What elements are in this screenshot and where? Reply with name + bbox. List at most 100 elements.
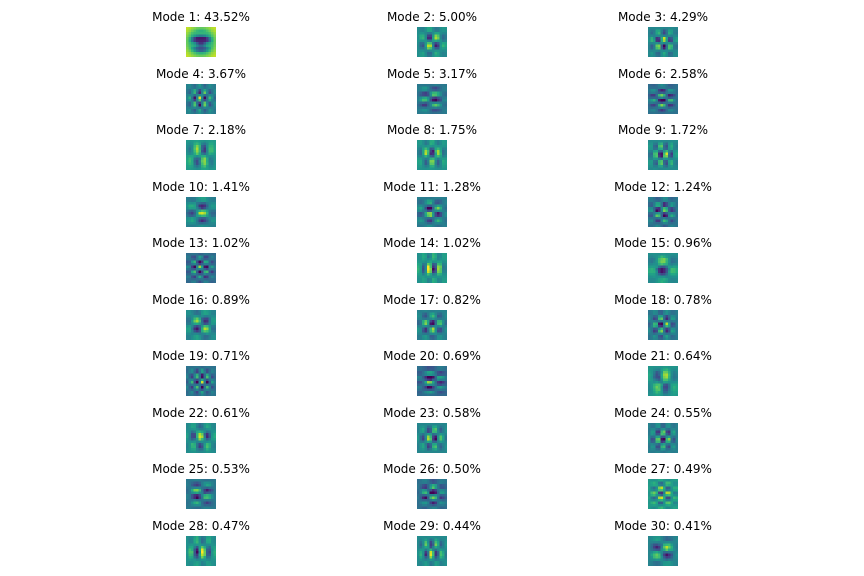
mode-pixel	[206, 199, 209, 202]
mode-pixel	[422, 83, 425, 87]
mode-pixel	[673, 442, 676, 446]
mode-pixel	[673, 378, 676, 382]
mode-pixel	[670, 39, 674, 43]
mode-pixel	[675, 558, 678, 561]
mode-pixel	[432, 93, 435, 97]
mode-pixel	[648, 560, 651, 564]
mode-pixel	[198, 221, 202, 225]
mode-pixel	[434, 150, 438, 153]
mode-pixel	[665, 422, 669, 426]
mode-pixel	[444, 209, 447, 212]
mode-pixel	[201, 312, 204, 315]
mode-pixel	[665, 145, 669, 148]
mode-pixel	[201, 160, 204, 163]
mode-pixel	[653, 98, 656, 102]
mode-pixel	[419, 165, 423, 168]
mode-pixel	[429, 501, 433, 505]
mode-pixel	[208, 165, 212, 168]
mode-pixel	[424, 332, 428, 335]
mode-pixel	[660, 506, 664, 509]
mode-pixel	[186, 489, 189, 492]
mode-pixel	[658, 322, 661, 325]
mode-pixel	[191, 37, 194, 40]
mode-pixel	[419, 214, 423, 217]
mode-pixel	[439, 427, 443, 431]
mode-pixel	[442, 265, 445, 269]
mode-pixel	[201, 317, 204, 320]
mode-pixel	[198, 388, 202, 392]
mode-pixel	[429, 334, 433, 338]
mode-pixel	[668, 373, 671, 377]
mode-pixel	[193, 545, 197, 549]
mode-pixel	[444, 366, 447, 369]
mode-pixel	[665, 34, 669, 38]
mode-pixel	[653, 86, 656, 89]
mode-pixel	[206, 501, 209, 505]
mode-pixel	[439, 371, 443, 374]
mode-pixel	[201, 560, 204, 564]
mode-pixel	[650, 479, 654, 482]
mode-pixel	[196, 83, 199, 87]
mode-pixel	[668, 558, 671, 561]
mode-pixel	[422, 437, 425, 441]
mode-pixel	[675, 275, 678, 279]
mode-pixel	[444, 47, 447, 50]
mode-pixel	[198, 555, 202, 559]
mode-pixel	[650, 425, 654, 428]
mode-pixel	[417, 216, 420, 220]
mode-pixel	[419, 108, 423, 112]
mode-pixel	[437, 167, 440, 170]
mode-pixel	[670, 373, 674, 377]
mode-pixel	[437, 32, 440, 35]
mode-pixel	[655, 486, 659, 490]
mode-pixel	[442, 167, 445, 170]
mode-pixel	[206, 553, 209, 556]
mode-pixel	[429, 52, 433, 55]
mode-pixel	[193, 111, 197, 114]
mode-pixel	[211, 543, 214, 546]
mode-pixel	[422, 96, 425, 99]
mode-pixel	[429, 496, 433, 500]
mode-pixel	[675, 52, 678, 55]
mode-pixel	[434, 481, 438, 485]
mode-pixel	[432, 366, 435, 369]
mode-pixel	[439, 209, 443, 212]
mode-pixel	[422, 337, 425, 340]
mode-pixel	[203, 506, 207, 509]
mode-pixel	[191, 422, 194, 426]
mode-pixel	[422, 486, 425, 490]
mode-pixel	[658, 83, 661, 87]
mode-pixel	[439, 555, 443, 559]
mode-pixel	[186, 447, 189, 451]
mode-pixel	[439, 496, 443, 500]
mode-pixel	[206, 366, 209, 369]
mode-pixel	[186, 209, 189, 212]
mode-pixel	[417, 258, 420, 261]
mode-pixel	[196, 273, 199, 276]
mode-pixel	[417, 27, 420, 30]
mode-pixel	[653, 275, 656, 279]
mode-pixel	[658, 206, 661, 210]
mode-pixel	[196, 206, 199, 210]
mode-pixel	[419, 106, 423, 109]
mode-pixel	[648, 545, 651, 549]
mode-pixel	[429, 211, 433, 215]
mode-pixel	[213, 280, 216, 283]
mode-pixel	[186, 204, 189, 207]
mode-pixel	[201, 376, 204, 379]
mode-pixel	[650, 555, 654, 559]
mode-pixel	[432, 260, 435, 264]
mode-pixel	[437, 563, 440, 566]
mode-pixel	[429, 447, 433, 451]
mode-pixel	[429, 386, 433, 389]
mode-pixel	[442, 327, 445, 330]
mode-pixel	[675, 553, 678, 556]
mode-pixel	[422, 165, 425, 168]
mode-pixel	[427, 327, 430, 330]
mode-pixel	[427, 496, 430, 500]
mode-pixel	[191, 450, 194, 453]
mode-pixel	[653, 386, 656, 389]
mode-pixel	[417, 165, 420, 168]
mode-pixel	[668, 265, 671, 269]
mode-pixel	[213, 437, 216, 441]
